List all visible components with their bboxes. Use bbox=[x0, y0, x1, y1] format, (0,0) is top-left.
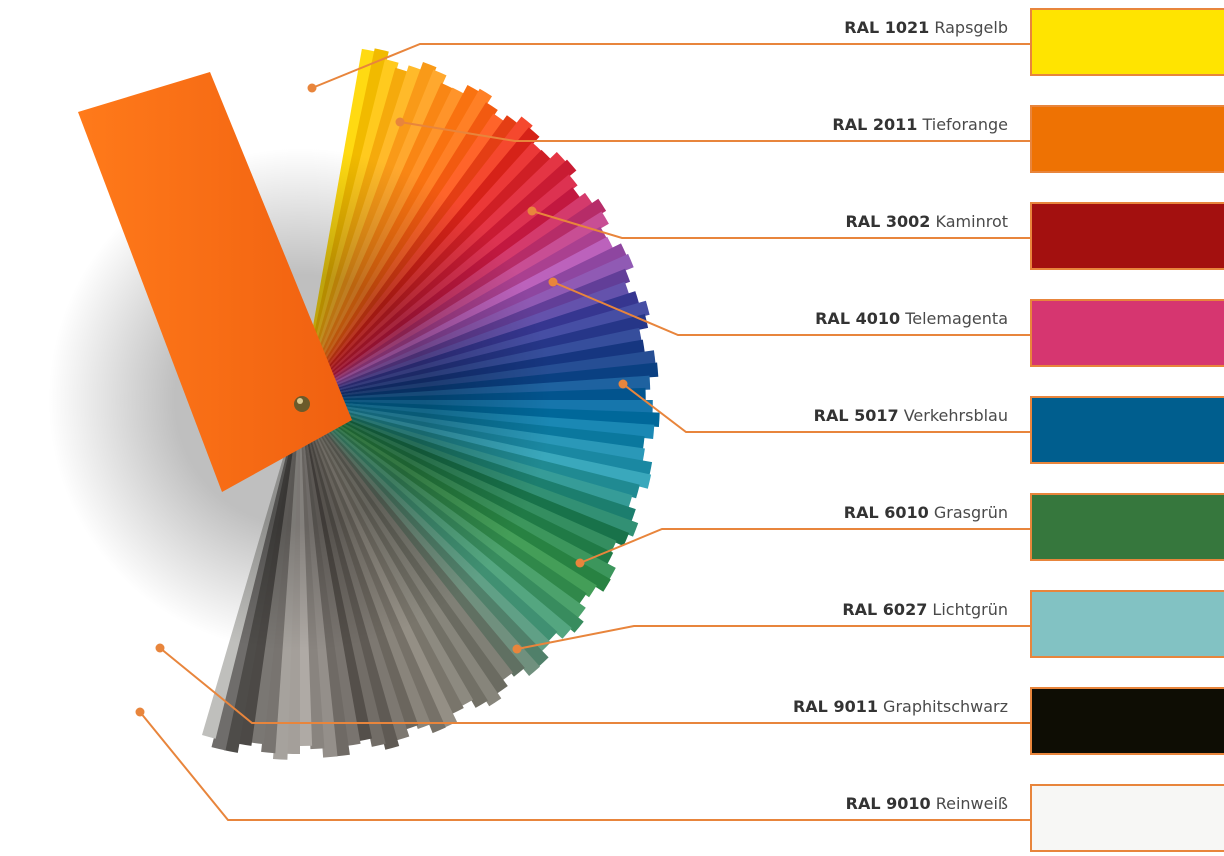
ral-code: RAL 5017 bbox=[813, 406, 899, 425]
color-name: Lichtgrün bbox=[927, 600, 1008, 619]
connector-dots bbox=[135, 83, 628, 717]
connector-line bbox=[579, 528, 1030, 564]
ral-code: RAL 2011 bbox=[832, 115, 918, 134]
legend-label: RAL 2011 Tieforange bbox=[832, 115, 1008, 135]
legend-label: RAL 3002 Kaminrot bbox=[845, 212, 1008, 232]
legend-label: RAL 5017 Verkehrsblau bbox=[814, 406, 1008, 426]
ral-code: RAL 6027 bbox=[842, 600, 928, 619]
connector-dot bbox=[618, 379, 628, 389]
connector-dot bbox=[575, 558, 585, 568]
connector-dot bbox=[512, 644, 522, 654]
legend-label: RAL 4010 Telemagenta bbox=[815, 309, 1008, 329]
connector-dot bbox=[155, 643, 165, 653]
color-name: Tieforange bbox=[917, 115, 1008, 134]
connector-line bbox=[159, 647, 1030, 724]
color-name: Rapsgelb bbox=[929, 18, 1008, 37]
color-swatch bbox=[1030, 299, 1224, 367]
color-swatch bbox=[1030, 784, 1224, 852]
color-name: Telemagenta bbox=[900, 309, 1008, 328]
connector-line bbox=[622, 383, 1030, 433]
ral-code: RAL 9011 bbox=[792, 697, 878, 716]
color-name: Graphitschwarz bbox=[877, 697, 1008, 716]
connector-line bbox=[516, 625, 1030, 650]
legend-label: RAL 6027 Lichtgrün bbox=[842, 600, 1008, 620]
legend-label: RAL 9011 Graphitschwarz bbox=[793, 697, 1008, 717]
fan-rivet bbox=[294, 396, 310, 412]
ral-code: RAL 3002 bbox=[845, 212, 931, 231]
legend-label: RAL 1021 Rapsgelb bbox=[844, 18, 1008, 38]
connector-line bbox=[139, 711, 1030, 821]
ral-code: RAL 9010 bbox=[845, 794, 931, 813]
color-swatch bbox=[1030, 687, 1224, 755]
color-name: Grasgrün bbox=[928, 503, 1008, 522]
connector-dot bbox=[527, 206, 537, 216]
connector-dot bbox=[135, 707, 145, 717]
connector-lines bbox=[139, 43, 1030, 821]
color-swatch bbox=[1030, 8, 1224, 76]
connector-dot bbox=[307, 83, 317, 93]
color-swatch bbox=[1030, 202, 1224, 270]
connector-line bbox=[552, 281, 1030, 336]
legend-label: RAL 6010 Grasgrün bbox=[844, 503, 1008, 523]
connector-line bbox=[311, 43, 1030, 89]
connector-dot bbox=[395, 117, 405, 127]
color-name: Kaminrot bbox=[930, 212, 1008, 231]
fan-cover-card-shape bbox=[78, 72, 352, 492]
color-name: Reinweiß bbox=[930, 794, 1008, 813]
color-swatch bbox=[1030, 105, 1224, 173]
color-name: Verkehrsblau bbox=[898, 406, 1008, 425]
connector-line bbox=[531, 210, 1030, 239]
ral-code: RAL 1021 bbox=[844, 18, 930, 37]
connector-dot bbox=[548, 277, 558, 287]
color-swatch bbox=[1030, 493, 1224, 561]
ral-code: RAL 6010 bbox=[843, 503, 929, 522]
color-swatch bbox=[1030, 396, 1224, 464]
fan-rivet-highlight bbox=[297, 398, 303, 404]
fan-cover-card bbox=[78, 72, 352, 492]
legend-label: RAL 9010 Reinweiß bbox=[846, 794, 1008, 814]
color-swatch bbox=[1030, 590, 1224, 658]
connector-line bbox=[399, 121, 1030, 142]
ral-code: RAL 4010 bbox=[815, 309, 901, 328]
